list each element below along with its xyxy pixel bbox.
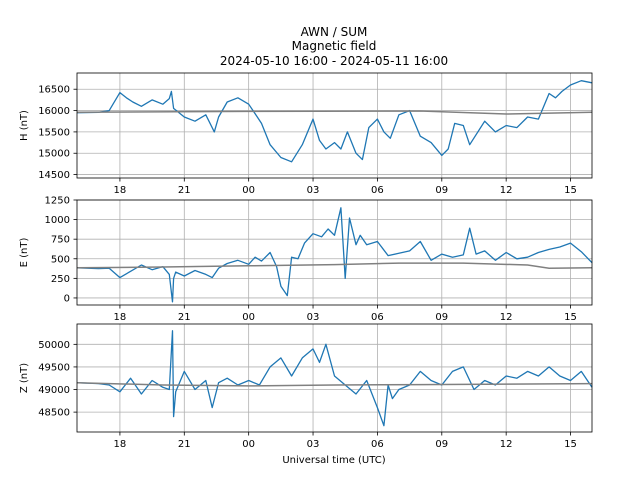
h-ytick-label: 15000 — [38, 149, 70, 160]
e-ytick-label: 500 — [51, 254, 70, 265]
panel-h: 18 21 00 03 06 09 12 15 14500 15000 15500 16000 1650… — [19, 72, 593, 196]
e-xtick-label: 00 — [242, 312, 255, 323]
e-ytick-label: 250 — [51, 274, 70, 285]
h-plot-frame — [76, 72, 593, 179]
e-series-baseline — [76, 262, 593, 269]
z-xtick-label: 21 — [178, 439, 191, 450]
e-ytick-label: 1250 — [45, 196, 70, 207]
z-plot-frame — [76, 323, 593, 433]
chart-title-range: 2024-05-10 16:00 - 2024-05-11 16:00 — [220, 54, 448, 68]
x-axis-label: Universal time (UTC) — [282, 455, 385, 466]
h-ytick-label: 15500 — [38, 127, 70, 138]
h-ytick-label: 16000 — [38, 106, 70, 117]
e-ytick-label: 750 — [51, 235, 70, 246]
e-y-axis-label: E (nT) — [19, 238, 30, 268]
h-ytick-label: 14500 — [38, 170, 70, 181]
h-xtick-label: 21 — [178, 185, 191, 196]
h-xtick-label: 12 — [500, 185, 513, 196]
h-xtick-label: 18 — [114, 185, 127, 196]
z-xtick-label: 00 — [242, 439, 255, 450]
h-series-h — [76, 80, 593, 163]
e-plot-frame — [76, 199, 593, 306]
z-xtick-label: 18 — [114, 439, 127, 450]
e-ytick-label: 1000 — [45, 215, 70, 226]
panel-e: 18 21 00 03 06 09 12 15 0 250 500 750 1000 1250 E (nT) — [19, 196, 593, 323]
z-series-baseline — [76, 381, 593, 387]
z-ytick-label: 49500 — [38, 362, 70, 373]
e-xtick-label: 18 — [114, 312, 127, 323]
z-ytick-label: 50000 — [38, 340, 70, 351]
z-xtick-label: 15 — [564, 439, 577, 450]
z-xtick-label: 06 — [371, 439, 384, 450]
h-xtick-label: 03 — [307, 185, 320, 196]
e-xtick-label: 06 — [371, 312, 384, 323]
h-y-axis-label: H (nT) — [19, 110, 30, 141]
chart-title-station: AWN / SUM — [301, 25, 368, 39]
chart-title-quantity: Magnetic field — [292, 39, 377, 53]
e-ytick-label: 0 — [64, 293, 70, 304]
e-series-e — [76, 207, 593, 303]
z-xtick-label: 09 — [435, 439, 448, 450]
e-xtick-label: 03 — [307, 312, 320, 323]
e-xtick-label: 21 — [178, 312, 191, 323]
z-xtick-label: 12 — [500, 439, 513, 450]
z-y-axis-label: Z (nT) — [19, 363, 30, 393]
z-xtick-label: 03 — [307, 439, 320, 450]
panel-z: 18 21 00 03 06 09 12 15 48500 49000 49500 50000 Z (n… — [19, 323, 593, 450]
z-ytick-label: 48500 — [38, 408, 70, 419]
h-xtick-label: 15 — [564, 185, 577, 196]
h-xtick-label: 06 — [371, 185, 384, 196]
h-series-baseline — [76, 110, 593, 115]
e-xtick-label: 15 — [564, 312, 577, 323]
h-xtick-label: 09 — [435, 185, 448, 196]
h-ytick-label: 16500 — [38, 85, 70, 96]
e-xtick-label: 09 — [435, 312, 448, 323]
h-xtick-label: 00 — [242, 185, 255, 196]
z-series-z — [76, 330, 593, 427]
e-xtick-label: 12 — [500, 312, 513, 323]
z-ytick-label: 49000 — [38, 385, 70, 396]
